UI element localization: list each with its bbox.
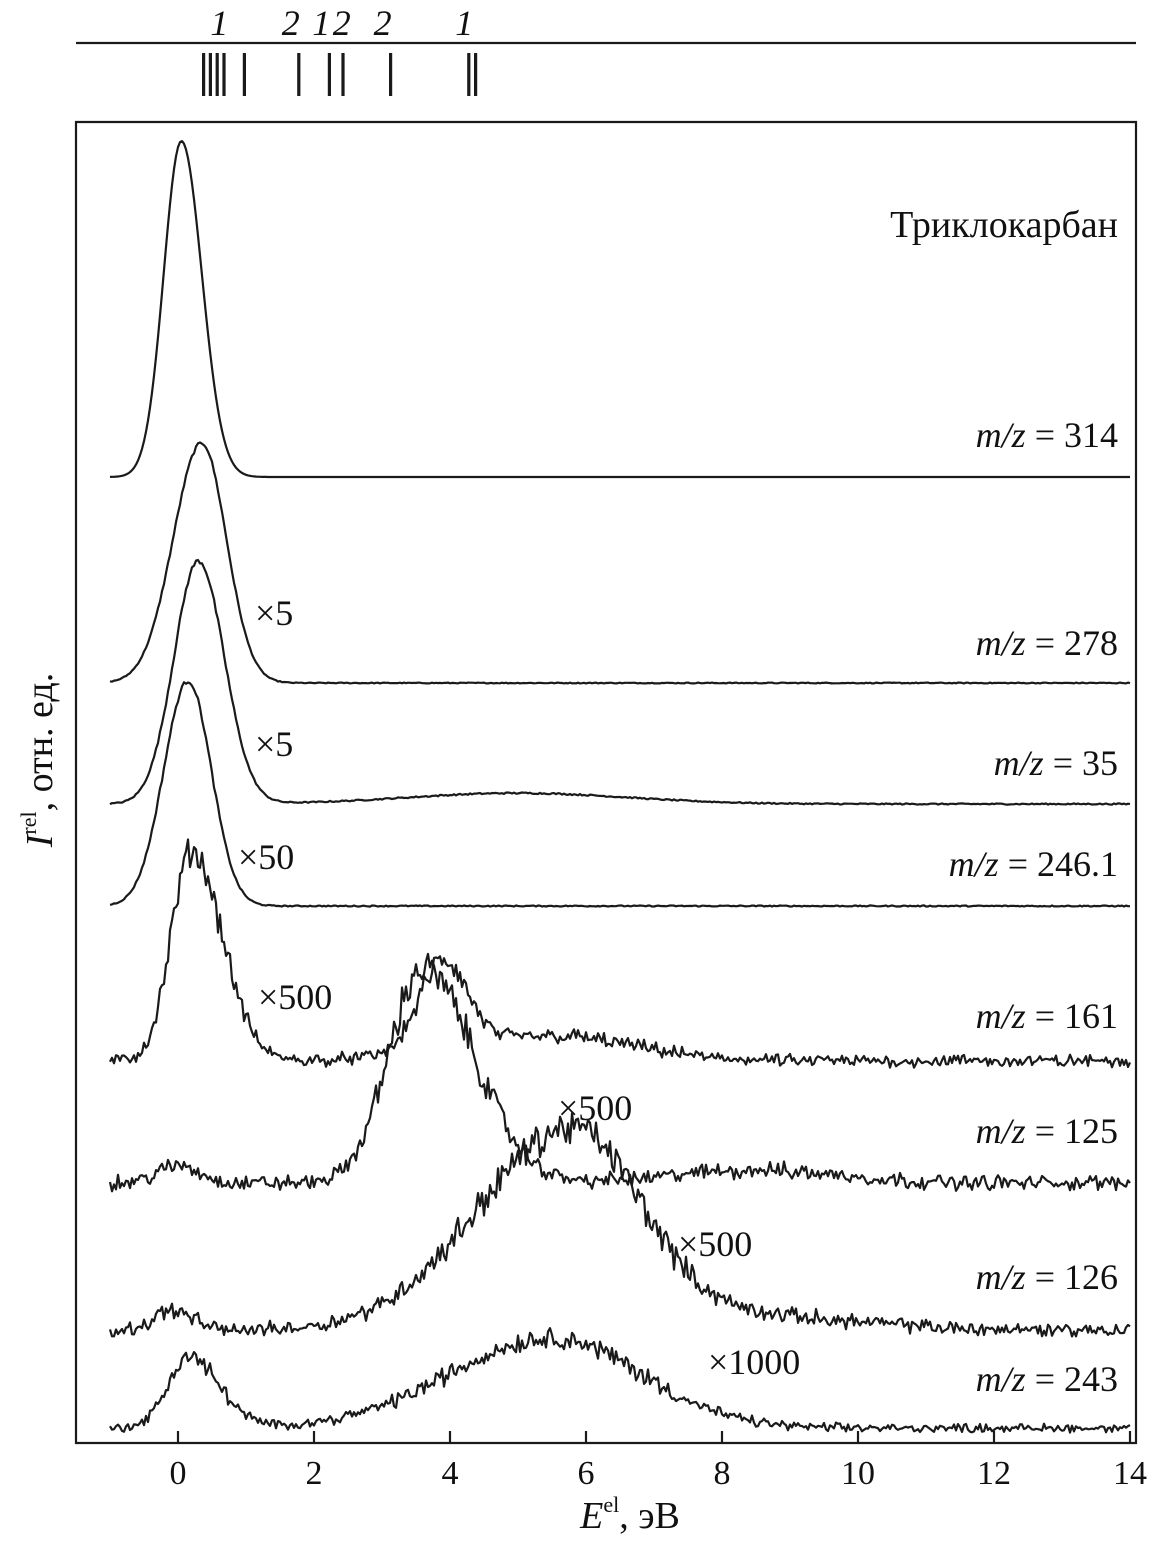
series-label-mz-text: m/z: [976, 1111, 1026, 1151]
series-label-mz-value: = 126: [1026, 1257, 1118, 1297]
multiplier-label-246.1: ×50: [238, 837, 294, 877]
multiplier-label-243: ×1000: [708, 1342, 800, 1382]
series-curves: [108, 140, 1132, 1434]
series-label-mz-text: m/z: [976, 996, 1026, 1036]
y-axis-label-sup: rel: [16, 811, 41, 834]
series-label-125: m/z = 125: [976, 1111, 1118, 1151]
x-tick-label-8: 8: [714, 1455, 731, 1492]
series-label-35: m/z = 35: [994, 743, 1118, 783]
x-axis-label-unit: , эВ: [619, 1495, 680, 1537]
y-axis-label: Irel, отн. ед.: [16, 673, 61, 849]
multiplier-label-161: ×500: [258, 977, 332, 1017]
x-axis-label-main: E: [579, 1495, 603, 1537]
series-curve-35: [109, 558, 1131, 806]
series-label-mz-value: = 161: [1026, 996, 1118, 1036]
series-label-161: m/z = 161: [976, 996, 1118, 1036]
series-label-mz-text: m/z: [994, 743, 1044, 783]
series-label-mz-text: m/z: [949, 844, 999, 884]
series-label-mz-value: = 35: [1044, 743, 1118, 783]
series-label-mz-value: = 246.1: [999, 844, 1118, 884]
series-curve-246.1: [109, 681, 1130, 908]
top-markers: [202, 53, 478, 96]
series-label-mz-value: = 278: [1026, 623, 1118, 663]
x-axis-ticks: 0 2 4 6 8 10 12 14: [170, 1431, 1147, 1492]
y-axis-label-unit: , отн. ед.: [19, 673, 61, 812]
x-tick-label-6: 6: [578, 1455, 595, 1492]
x-tick-label-2: 2: [306, 1455, 323, 1492]
series-curve-125: [108, 952, 1131, 1193]
series-curve-161: [109, 838, 1132, 1069]
series-label-314: m/z = 314: [976, 415, 1118, 455]
series-label-243: m/z = 243: [976, 1359, 1118, 1399]
series-label-mz-text: m/z: [976, 1359, 1026, 1399]
top-marker-label-1: 2: [282, 3, 300, 43]
series-label-278: m/z = 278: [976, 623, 1118, 663]
x-tick-label-0: 0: [170, 1455, 187, 1492]
series-curve-126: [108, 1112, 1131, 1338]
top-marker-label-4: 2: [374, 3, 392, 43]
x-axis-label: Eel, эВ: [579, 1492, 680, 1537]
y-axis-label-main: I: [19, 832, 61, 848]
plot-frame: [74, 120, 1138, 1445]
x-tick-label-10: 10: [841, 1455, 875, 1492]
x-tick-label-12: 12: [977, 1455, 1011, 1492]
series-label-246.1: m/z = 246.1: [949, 844, 1118, 884]
series-curve-314: [109, 140, 1130, 479]
multiplier-label-126: ×500: [678, 1224, 752, 1264]
x-tick-label-14: 14: [1113, 1455, 1147, 1492]
top-marker-label-5: 1: [455, 3, 473, 43]
series-label-mz-value: = 125: [1026, 1111, 1118, 1151]
series-label-mz-value: = 314: [1026, 415, 1118, 455]
series-label-mz-text: m/z: [976, 623, 1026, 663]
x-tick-label-4: 4: [442, 1455, 459, 1492]
multiplier-label-125: ×500: [558, 1088, 632, 1128]
top-marker-label-3: 2: [333, 3, 351, 43]
series-label-mz-text: m/z: [976, 1257, 1026, 1297]
series-label-126: m/z = 126: [976, 1257, 1118, 1297]
top-marker-label-0: 1: [210, 3, 228, 43]
series-curve-278: [109, 441, 1131, 685]
series-curve-243: [109, 1327, 1131, 1434]
multiplier-label-278: ×5: [255, 593, 293, 633]
series-label-mz-text: m/z: [976, 415, 1026, 455]
chart-title: Триклокарбан: [890, 204, 1118, 246]
multiplier-label-35: ×5: [255, 724, 293, 764]
top-marker-label-2: 1: [312, 3, 330, 43]
x-axis-label-sup: el: [603, 1492, 619, 1517]
series-label-mz-value: = 243: [1026, 1359, 1118, 1399]
